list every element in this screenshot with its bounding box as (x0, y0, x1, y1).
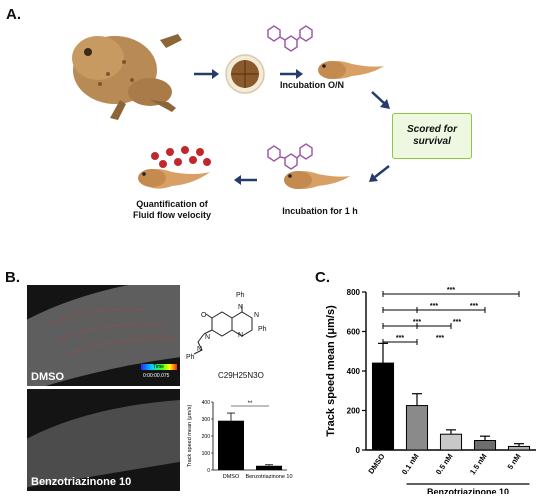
arrow-right-icon (280, 69, 303, 79)
bar (405, 405, 429, 451)
significance-label: *** (413, 319, 421, 326)
y-tick-label: 600 (347, 328, 361, 337)
chem-n3: N (238, 332, 244, 339)
bar (256, 465, 282, 470)
significance-label: ** (248, 401, 253, 407)
significance-label: *** (430, 303, 438, 310)
x-axis-label: Benzotriazinone 10 (427, 487, 509, 494)
y-tick-label: 800 (347, 288, 361, 297)
time-legend-label: Time (153, 364, 164, 370)
bar (371, 362, 395, 451)
incubation-overnight-label: Incubation O/N (280, 80, 344, 90)
y-tick-label: 0 (207, 468, 210, 474)
scored-line-2: survival (413, 136, 451, 147)
chem-n4: N (205, 334, 211, 341)
significance-label: *** (447, 287, 455, 294)
y-tick-label: 200 (347, 407, 361, 416)
panel-c-letter: C. (315, 269, 330, 286)
bar (439, 433, 463, 451)
x-tick-label: 1.5 nM (468, 452, 489, 476)
y-tick-label: 400 (347, 367, 361, 376)
y-tick-label: 400 (202, 400, 211, 406)
arrow-down-left-icon (369, 165, 390, 182)
x-tick-label: 0.1 nM (400, 452, 421, 476)
quantification-line-2: Fluid flow velocity (132, 210, 211, 220)
significance-label: *** (396, 335, 404, 342)
time-legend-value: 0:00:00.075 (143, 373, 170, 379)
formula-label: C29H25N3O (218, 371, 264, 380)
compound-molecule-icon (267, 25, 313, 52)
tadpole-icon (318, 61, 384, 79)
chem-n2: N (254, 312, 260, 319)
incubation-1h-label: Incubation for 1 h (282, 206, 358, 216)
panel-b-letter: B. (5, 269, 20, 286)
embryo-icon (225, 54, 265, 94)
y-tick-label: 200 (202, 434, 211, 440)
chem-o: O (201, 312, 207, 319)
x-tick-label: DMSO (223, 474, 240, 480)
x-tick-label: 0.5 nM (434, 452, 455, 476)
chem-ph-top: Ph (236, 292, 245, 299)
chem-n1: N (238, 304, 244, 311)
y-axis-label: Track speed mean (μm/s) (325, 305, 337, 437)
x-tick-label: DMSO (366, 452, 386, 476)
benzotriazinone-label: Benzotriazinone 10 (31, 476, 132, 488)
significance-label: *** (436, 335, 444, 342)
arrow-right-icon (194, 69, 219, 79)
main-bar-chart: 0 200 400 600 800 Track speed mean (μm/s) DMSO… (325, 287, 536, 494)
panel-a-illustration (72, 25, 390, 189)
scored-for-survival-box: Scored for survival (392, 113, 472, 159)
quantification-label: Quantification of Fluid flow velocity (112, 199, 232, 221)
bar (218, 420, 244, 470)
y-tick-label: 300 (202, 417, 211, 423)
chemical-structure (193, 304, 253, 355)
compound-molecule-icon (267, 143, 313, 170)
dmso-microscopy-image: Time 0:00:00.075 DMSO (27, 285, 180, 386)
frog-icon (72, 34, 182, 120)
arrow-down-right-icon (371, 91, 390, 109)
quantification-line-1: Quantification of (136, 199, 208, 209)
bar (473, 440, 497, 451)
bar (507, 445, 531, 451)
beads-icon (151, 146, 211, 168)
y-tick-label: 100 (202, 451, 211, 457)
small-bar-chart: 0 100 200 300 400 Track speed mean (μm/s) DMSO… (187, 400, 293, 480)
significance-label: *** (470, 303, 478, 310)
panel-a-letter: A. (6, 6, 21, 23)
y-axis-label: Track speed mean (μm/s) (187, 405, 193, 468)
chem-n5: N (197, 346, 203, 353)
x-tick-label: Benzotriazinone 10 (245, 474, 292, 480)
significance-label: *** (453, 319, 461, 326)
y-tick-label: 0 (356, 446, 361, 455)
tadpole-icon (284, 171, 350, 189)
scored-line-1: Scored for (406, 124, 457, 135)
arrow-left-icon (234, 175, 257, 185)
dmso-label: DMSO (31, 371, 64, 383)
chem-ph-left: Ph (186, 354, 195, 361)
x-tick-label: 5 nM (505, 452, 522, 471)
benzotriazinone-microscopy-image: Benzotriazinone 10 (27, 389, 180, 491)
tadpole-icon (138, 169, 210, 189)
chem-ph-right: Ph (258, 326, 267, 333)
